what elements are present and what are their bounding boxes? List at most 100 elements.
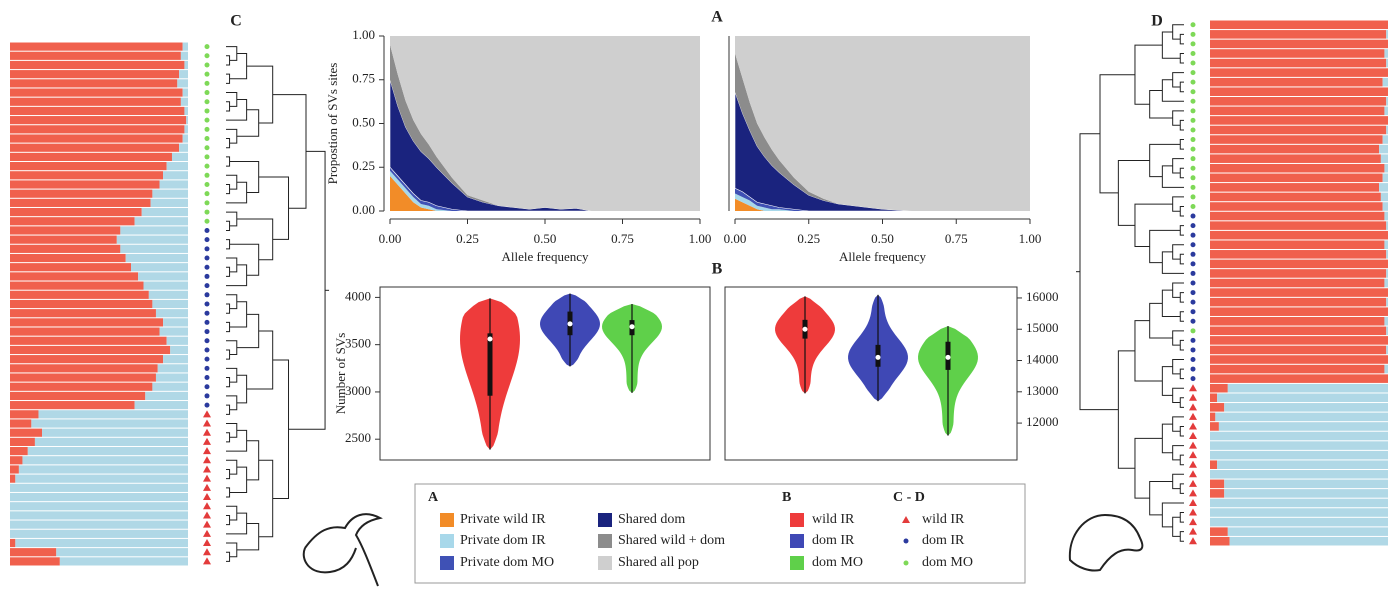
group-marker xyxy=(1190,70,1196,76)
admixture-bar xyxy=(1210,498,1388,508)
admixture-bar xyxy=(1386,297,1388,307)
admixture-bar xyxy=(1210,403,1225,412)
group-marker xyxy=(204,108,210,114)
dendrogram-branch xyxy=(226,46,238,61)
legend-label: Shared wild + dom xyxy=(618,533,725,548)
dendrogram-branch xyxy=(272,94,307,209)
admixture-bar xyxy=(1210,278,1385,288)
legend-label: Shared dom xyxy=(618,512,685,527)
dendrogram-branch xyxy=(1161,251,1184,274)
group-marker xyxy=(204,375,210,381)
admixture-bar xyxy=(10,189,153,198)
dendrogram-branch xyxy=(226,174,238,190)
dendrogram-branch xyxy=(258,459,274,538)
admixture-bar xyxy=(10,244,121,253)
admixture-bar xyxy=(38,410,189,419)
group-marker xyxy=(204,218,210,224)
group-marker xyxy=(203,483,211,491)
group-marker xyxy=(204,338,210,344)
group-marker xyxy=(203,428,211,436)
legend-swatch xyxy=(440,513,454,527)
admixture-bar xyxy=(10,226,121,235)
dendrogram-branch xyxy=(226,183,231,195)
admixture-bar xyxy=(1215,412,1388,422)
area xyxy=(390,170,700,211)
dendrogram-branch xyxy=(226,220,231,231)
admixture-bar xyxy=(170,345,188,355)
dendrogram-branch xyxy=(1179,253,1184,265)
group-marker xyxy=(203,456,211,464)
y-tick-label: 3000 xyxy=(345,383,371,398)
group-marker xyxy=(1189,460,1197,468)
group-marker xyxy=(204,126,210,132)
admixture-bar xyxy=(10,382,153,391)
admixture-bar xyxy=(10,281,144,290)
group-marker xyxy=(203,447,211,455)
group-marker xyxy=(1189,489,1197,497)
admixture-bar xyxy=(10,502,188,511)
admixture-bar xyxy=(134,217,188,226)
dendrogram-branch xyxy=(1179,339,1184,351)
admixture-bar xyxy=(1210,173,1383,183)
dendrogram-branch xyxy=(226,73,231,84)
dendrogram-branch xyxy=(226,303,231,314)
admixture-bar xyxy=(10,134,183,143)
panel-label: D xyxy=(1151,13,1163,30)
dendrogram-branch xyxy=(1161,423,1173,454)
dendrogram-branch xyxy=(272,359,290,499)
admixture-bar xyxy=(171,152,188,162)
admixture-bar xyxy=(31,419,188,428)
admixture-bar xyxy=(138,272,188,281)
group-marker xyxy=(203,511,211,519)
dendrogram-branch xyxy=(226,340,238,356)
admixture-bar xyxy=(10,401,135,410)
admixture-bar xyxy=(1210,364,1385,374)
group-marker xyxy=(1190,366,1196,372)
y-tick-label: 1.00 xyxy=(352,27,375,42)
group-marker xyxy=(203,437,211,445)
dendrogram-branch xyxy=(226,294,238,310)
dendrogram-branch xyxy=(226,101,231,112)
dendrogram-branch xyxy=(229,466,248,493)
median xyxy=(875,354,881,360)
dendrogram-branch xyxy=(246,440,260,481)
dendrogram-branch xyxy=(1179,292,1184,303)
dendrogram-branch xyxy=(1134,44,1163,105)
admixture-bar xyxy=(1210,297,1387,307)
group-marker xyxy=(1189,508,1197,516)
admixture-bar xyxy=(184,60,188,70)
dendrogram-branch xyxy=(1161,79,1184,102)
dendrogram-branch xyxy=(1172,387,1184,404)
y-axis-label: Number of SVs xyxy=(333,333,348,415)
dendrogram-branch xyxy=(226,395,238,411)
legend-swatch xyxy=(598,556,612,570)
x-tick-label: 0.75 xyxy=(945,231,968,246)
legend-label: dom IR xyxy=(922,533,965,548)
group-marker xyxy=(204,71,210,77)
admixture-bar xyxy=(10,364,158,373)
group-marker xyxy=(203,529,211,537)
x-tick-label: 1.00 xyxy=(1019,231,1042,246)
group-marker xyxy=(1190,165,1196,171)
group-marker xyxy=(1189,384,1197,392)
admixture-bar xyxy=(10,483,188,492)
dendrogram-branch xyxy=(1172,24,1184,40)
admixture-bar xyxy=(1210,135,1383,144)
dendrogram-branch xyxy=(1179,425,1184,437)
group-marker xyxy=(203,493,211,501)
x-tick-label: 0.00 xyxy=(379,231,402,246)
dendrogram-branch xyxy=(226,156,231,167)
admixture-bar xyxy=(10,88,183,97)
dendrogram-branch xyxy=(1179,139,1184,150)
legend-title: B xyxy=(782,490,791,505)
legend-label: Private dom MO xyxy=(460,555,554,570)
admixture-bar xyxy=(1382,173,1388,183)
median xyxy=(945,354,951,360)
group-marker xyxy=(204,246,210,252)
admixture-bar xyxy=(10,492,188,502)
admixture-bar xyxy=(1227,527,1388,536)
dendrogram-branch xyxy=(229,301,248,328)
y-tick-label: 2500 xyxy=(345,430,371,445)
admixture-bar xyxy=(1210,508,1388,517)
